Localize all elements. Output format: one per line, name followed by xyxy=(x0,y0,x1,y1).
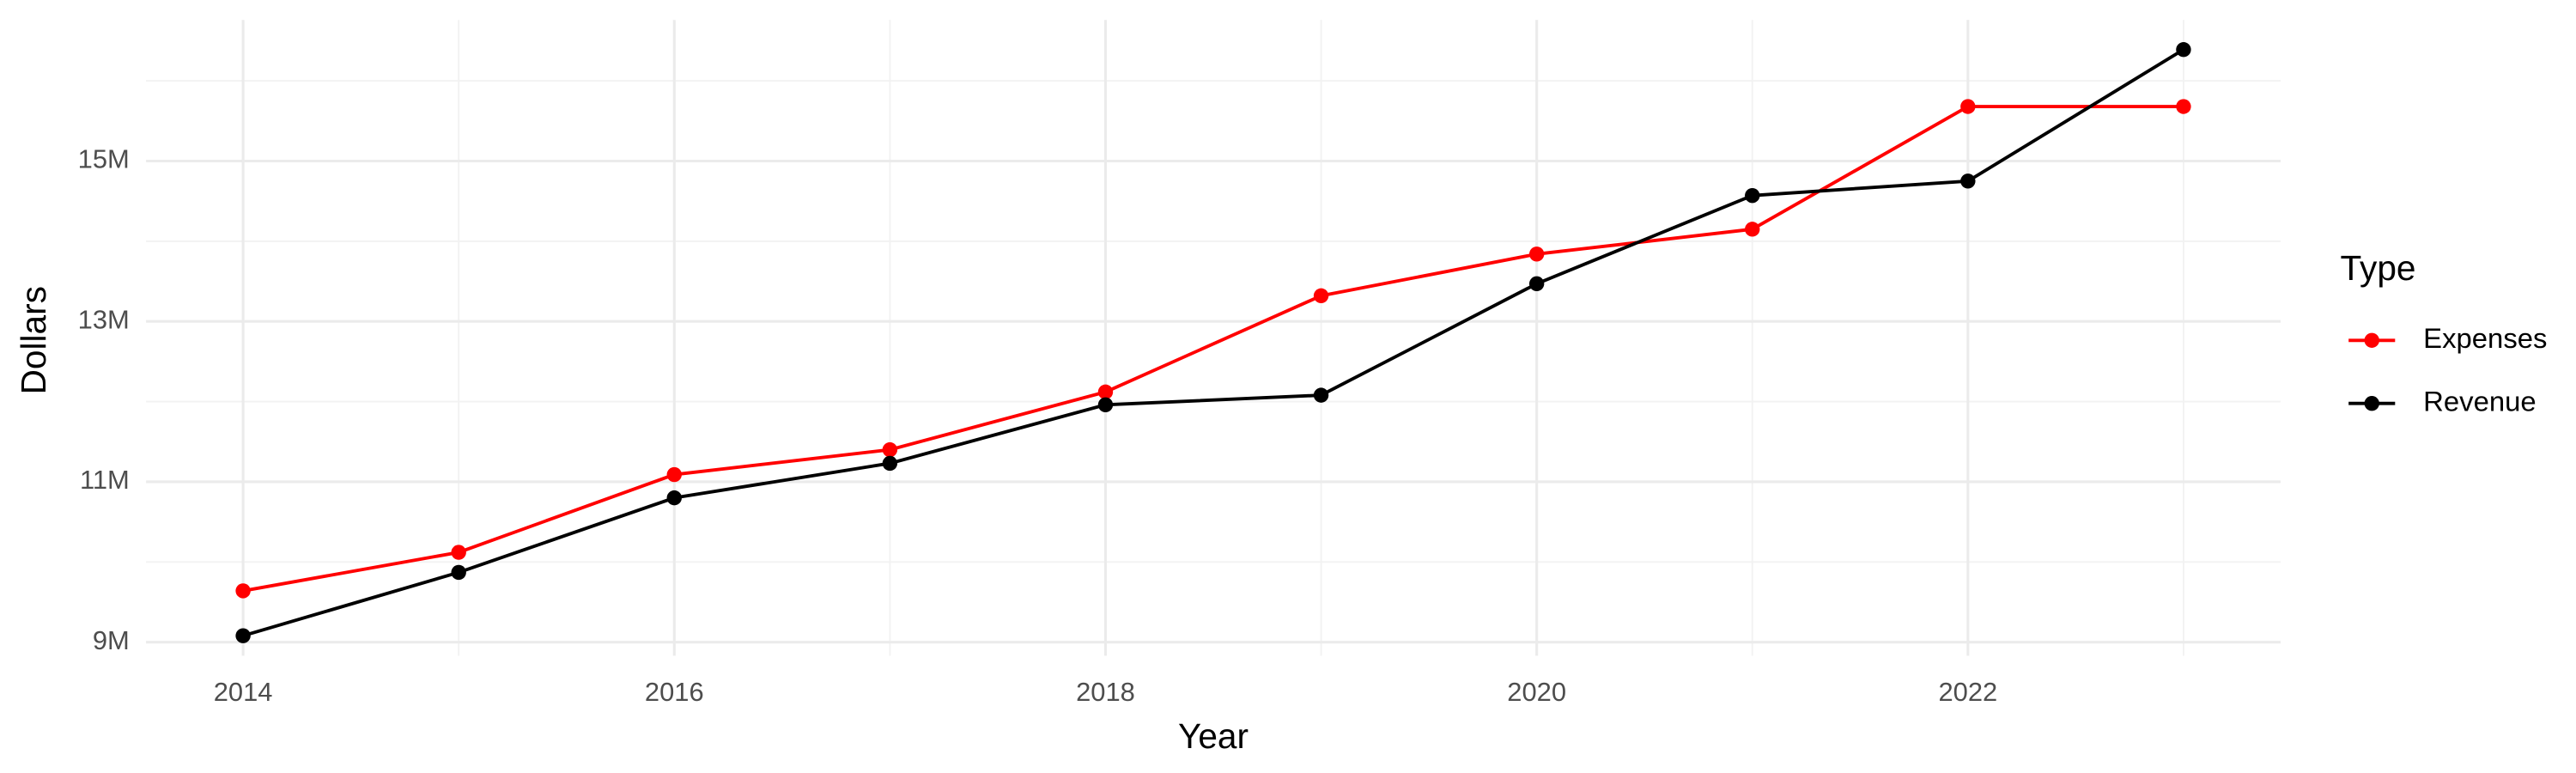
data-point xyxy=(2176,42,2191,58)
legend-label: Revenue xyxy=(2423,385,2537,417)
data-point xyxy=(1528,247,1545,262)
data-point xyxy=(2176,99,2191,114)
legend-label: Expenses xyxy=(2423,322,2547,354)
data-point xyxy=(882,455,898,472)
legend-title: Type xyxy=(2341,248,2416,288)
data-point xyxy=(451,564,466,581)
data-point xyxy=(1097,384,1114,400)
y-tick-label: 11M xyxy=(80,465,130,495)
x-tick-label: 2022 xyxy=(1938,677,1997,707)
series-line xyxy=(242,48,2184,638)
x-axis-title: Year xyxy=(1178,716,1249,756)
data-point xyxy=(666,490,682,506)
x-tick-label: 2016 xyxy=(645,677,704,707)
y-axis-title: Dollars xyxy=(14,286,53,394)
data-point xyxy=(1745,187,1760,204)
data-point xyxy=(1528,276,1545,292)
data-point xyxy=(1960,99,1976,114)
data-point xyxy=(1960,173,1976,189)
y-tick-label: 13M xyxy=(78,304,130,334)
data-point xyxy=(882,441,898,458)
data-point xyxy=(1097,397,1114,413)
y-tick-label: 15M xyxy=(78,144,130,174)
data-point xyxy=(666,466,682,483)
legend-key-point xyxy=(2364,396,2379,411)
data-point xyxy=(1745,222,1760,237)
data-point xyxy=(451,545,466,560)
data-point xyxy=(235,628,251,643)
data-point xyxy=(235,583,251,599)
data-point xyxy=(1313,387,1329,403)
x-tick-label: 2020 xyxy=(1507,677,1566,707)
x-tick-label: 2014 xyxy=(214,677,273,707)
x-tick-label: 2018 xyxy=(1076,677,1135,707)
data-point xyxy=(1313,288,1329,304)
series-line xyxy=(242,105,2184,593)
y-tick-label: 9M xyxy=(93,625,130,655)
legend-key-point xyxy=(2364,332,2379,348)
